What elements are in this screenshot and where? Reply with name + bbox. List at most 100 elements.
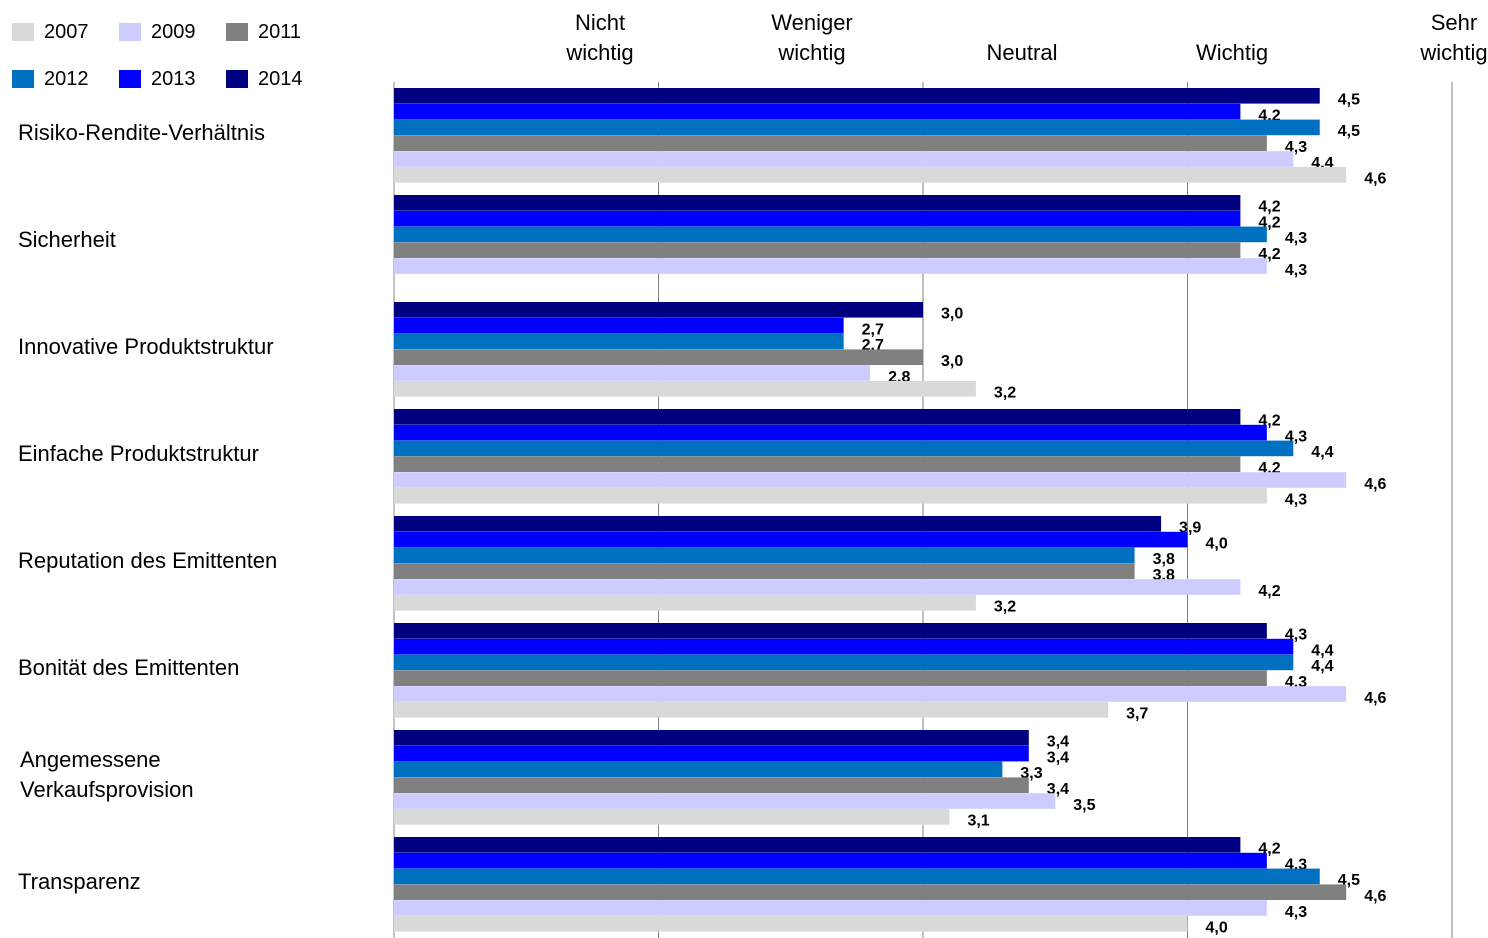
bar-2014 xyxy=(394,730,1029,746)
bar-2013 xyxy=(394,424,1267,441)
bar-2007 xyxy=(394,167,1347,183)
data-label-2012: 4,3 xyxy=(1285,230,1307,247)
data-label-2013: 4,0 xyxy=(1206,535,1228,552)
bar-2007 xyxy=(394,916,1188,932)
bar-2014 xyxy=(394,409,1241,425)
x-tick-label-line: Nicht xyxy=(574,10,626,35)
data-label-2009: 3,5 xyxy=(1073,797,1095,814)
data-label-2012: 4,5 xyxy=(1338,123,1360,140)
bar-2013 xyxy=(394,638,1294,655)
bar-2009 xyxy=(394,900,1267,916)
legend-item: 2009 xyxy=(119,20,196,44)
data-label-2011: 4,6 xyxy=(1364,888,1386,905)
bar-2014 xyxy=(394,837,1241,853)
legend-swatch xyxy=(12,70,34,88)
legend-label: 2013 xyxy=(151,67,196,90)
category-label-line: Transparenz xyxy=(18,868,141,894)
bar-2009 xyxy=(394,365,871,381)
bar-2011 xyxy=(394,563,1135,579)
data-label-2007: 4,6 xyxy=(1364,171,1386,188)
category-label: Sicherheit xyxy=(18,225,368,255)
category-label: Reputation des Emittenten xyxy=(18,546,368,576)
category-label-line: Bonität des Emittenten xyxy=(18,654,240,680)
category-label: Angemessene Verkaufsprovision xyxy=(20,745,370,805)
bar-2011 xyxy=(394,670,1267,686)
bar-2007 xyxy=(394,381,976,397)
bar-2013 xyxy=(394,531,1188,548)
legend-item: 2014 xyxy=(226,67,303,91)
data-label-2012: 4,4 xyxy=(1311,658,1333,675)
category-label-line: Sicherheit xyxy=(18,226,116,252)
data-label-2011: 3,0 xyxy=(941,353,963,370)
bar-2012 xyxy=(394,654,1294,671)
bar-2012 xyxy=(394,440,1294,457)
data-label-2009: 4,3 xyxy=(1285,262,1307,279)
legend-label: 2011 xyxy=(258,20,302,43)
category-label: Einfache Produktstruktur xyxy=(18,439,368,469)
bar-2012 xyxy=(394,547,1135,564)
bar-2007 xyxy=(394,488,1267,504)
bar-2014 xyxy=(394,516,1162,532)
bar-2009 xyxy=(394,258,1267,274)
legend-swatch xyxy=(12,23,34,41)
bar-2014 xyxy=(394,623,1267,639)
x-tick-label-line: wichtig xyxy=(1420,40,1488,65)
bar-2014 xyxy=(394,302,923,318)
category-label-line: Reputation des Emittenten xyxy=(18,547,278,573)
bar-2012 xyxy=(394,226,1267,243)
legend-swatch xyxy=(226,70,248,88)
bar-2013 xyxy=(394,317,844,334)
data-label-2013: 4,4 xyxy=(1311,642,1333,659)
x-tick-label-line: wichtig xyxy=(566,40,634,65)
bar-2013 xyxy=(394,103,1241,120)
x-tick-label: Nicht wichtig xyxy=(515,8,685,68)
data-label-2014: 4,2 xyxy=(1258,199,1280,216)
data-label-2007: 3,2 xyxy=(994,599,1016,616)
category-label-line: Angemessene xyxy=(20,746,161,772)
data-label-2009: 4,6 xyxy=(1364,476,1386,493)
bar-2007 xyxy=(394,595,976,611)
legend-swatch xyxy=(119,23,141,41)
data-label-2007: 3,7 xyxy=(1126,706,1148,723)
bar-2009 xyxy=(394,472,1347,488)
bar-2011 xyxy=(394,777,1029,793)
data-label-2014: 3,4 xyxy=(1047,734,1069,751)
data-label-2014: 4,5 xyxy=(1338,92,1360,109)
x-tick-label: Sehr wichtig xyxy=(1409,8,1488,68)
bar-2012 xyxy=(394,119,1320,136)
category-label-line: Verkaufsprovision xyxy=(20,776,194,802)
legend-label: 2014 xyxy=(258,67,303,90)
x-tick-label: Weniger wichtig xyxy=(727,8,897,68)
bar-2007 xyxy=(394,809,950,825)
category-label: Bonität des Emittenten xyxy=(18,653,368,683)
data-label-2012: 3,8 xyxy=(1153,551,1175,568)
legend-item: 2012 xyxy=(12,67,89,91)
data-label-2013: 2,7 xyxy=(862,321,884,338)
data-label-2013: 3,4 xyxy=(1047,749,1069,766)
bar-2012 xyxy=(394,761,1003,778)
bar-2014 xyxy=(394,88,1320,104)
bar-2011 xyxy=(394,884,1347,900)
legend-label: 2007 xyxy=(44,20,89,43)
x-tick-label: Wichtig xyxy=(1147,8,1317,68)
bar-2014 xyxy=(394,195,1241,211)
chart-legend: 2007 2009 2011 2012 2013 2014 xyxy=(12,20,342,100)
category-label: Risiko-Rendite-Verhältnis xyxy=(18,118,368,148)
bar-2012 xyxy=(394,868,1320,885)
bar-2009 xyxy=(394,686,1347,702)
bar-2011 xyxy=(394,349,923,365)
bar-2009 xyxy=(394,793,1056,809)
legend-swatch xyxy=(226,23,248,41)
category-label: Transparenz xyxy=(18,867,368,897)
x-tick-label: Neutral xyxy=(937,8,1107,68)
data-label-2009: 4,2 xyxy=(1258,583,1280,600)
legend-item: 2007 xyxy=(12,20,89,44)
legend-label: 2009 xyxy=(151,20,196,43)
x-tick-label-line: Sehr xyxy=(1430,10,1478,35)
data-label-2007: 3,2 xyxy=(994,385,1016,402)
legend-swatch xyxy=(119,70,141,88)
bar-2011 xyxy=(394,242,1241,258)
x-tick-label-line: Wichtig xyxy=(1195,40,1269,65)
bar-2009 xyxy=(394,579,1241,595)
data-label-2009: 4,3 xyxy=(1285,904,1307,921)
